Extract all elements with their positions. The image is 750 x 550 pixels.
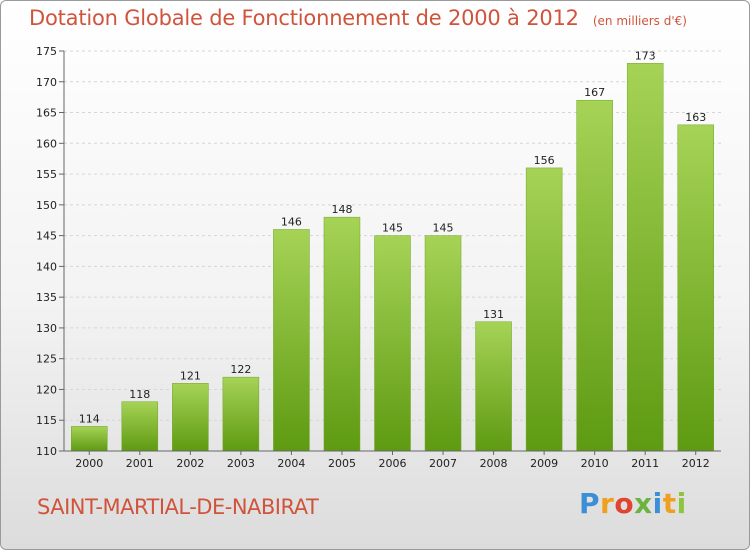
bar-group (71, 63, 714, 452)
x-tick-label: 2010 (581, 457, 609, 470)
value-label: 114 (79, 412, 100, 425)
bar (626, 63, 664, 452)
y-tick-label: 130 (36, 322, 57, 335)
y-axis: 110 115 120 125 130 135 140 145 150 155 160 165 170 1… (36, 45, 65, 458)
x-tick-label: 2006 (379, 457, 407, 470)
x-tick-label: 2007 (429, 457, 457, 470)
x-tick-label: 2002 (176, 457, 204, 470)
y-tick-label: 125 (36, 353, 57, 366)
title-text: Dotation Globale de Fonctionnement de 20… (29, 6, 579, 30)
y-tick-label: 165 (36, 107, 57, 120)
bar (576, 99, 613, 452)
bar (121, 401, 159, 452)
value-label: 173 (635, 49, 656, 62)
x-tick-label: 2003 (227, 457, 255, 470)
y-tick-label: 160 (36, 137, 57, 150)
bar (273, 229, 310, 452)
x-tick-label: 2011 (631, 457, 659, 470)
bar (677, 124, 714, 452)
x-tick-label: 2009 (530, 457, 558, 470)
y-tick-label: 110 (36, 445, 57, 458)
x-tick-label: 2000 (75, 457, 103, 470)
commune-name: SAINT-MARTIAL-DE-NABIRAT (37, 495, 319, 519)
y-tick-label: 170 (36, 76, 57, 89)
x-tick-label: 2001 (126, 457, 154, 470)
value-label: 163 (685, 111, 706, 124)
value-label: 156 (534, 154, 555, 167)
value-label: 121 (180, 369, 201, 382)
bar (323, 216, 361, 452)
unit-note: (en milliers d'€) (592, 14, 687, 28)
bar (222, 376, 260, 452)
x-tick-label: 2005 (328, 457, 356, 470)
value-label: 131 (483, 308, 504, 321)
y-tick-label: 140 (36, 260, 57, 273)
value-label: 167 (584, 86, 605, 99)
value-label: 148 (331, 203, 352, 216)
bar (374, 235, 411, 452)
y-tick-label: 155 (36, 168, 57, 181)
x-tick-label: 2008 (480, 457, 508, 470)
y-tick-label: 175 (36, 45, 57, 58)
y-tick-label: 145 (36, 230, 57, 243)
bar (525, 167, 563, 452)
value-labels: 114 118 121 122 146 148 145 145 131 156 167 173 163 (79, 49, 706, 425)
x-tick-label: 2004 (277, 457, 305, 470)
y-tick-label: 120 (36, 383, 57, 396)
y-tick-label: 135 (36, 291, 57, 304)
value-label: 146 (281, 215, 302, 228)
y-tick-label: 115 (36, 414, 57, 427)
value-label: 145 (433, 222, 454, 235)
bar (172, 383, 209, 452)
chart-title: Dotation Globale de Fonctionnement de 20… (29, 6, 687, 30)
bar (71, 426, 108, 452)
value-label: 145 (382, 222, 403, 235)
x-axis: 2000 2001 2002 2003 2004 2005 2006 2007 2008 2009… (64, 450, 721, 470)
bar (475, 321, 512, 452)
bar (424, 235, 462, 452)
value-label: 118 (129, 388, 150, 401)
x-tick-label: 2012 (682, 457, 710, 470)
y-tick-label: 150 (36, 199, 57, 212)
value-label: 122 (230, 363, 251, 376)
proxiti-logo: Proxiti (579, 487, 687, 520)
